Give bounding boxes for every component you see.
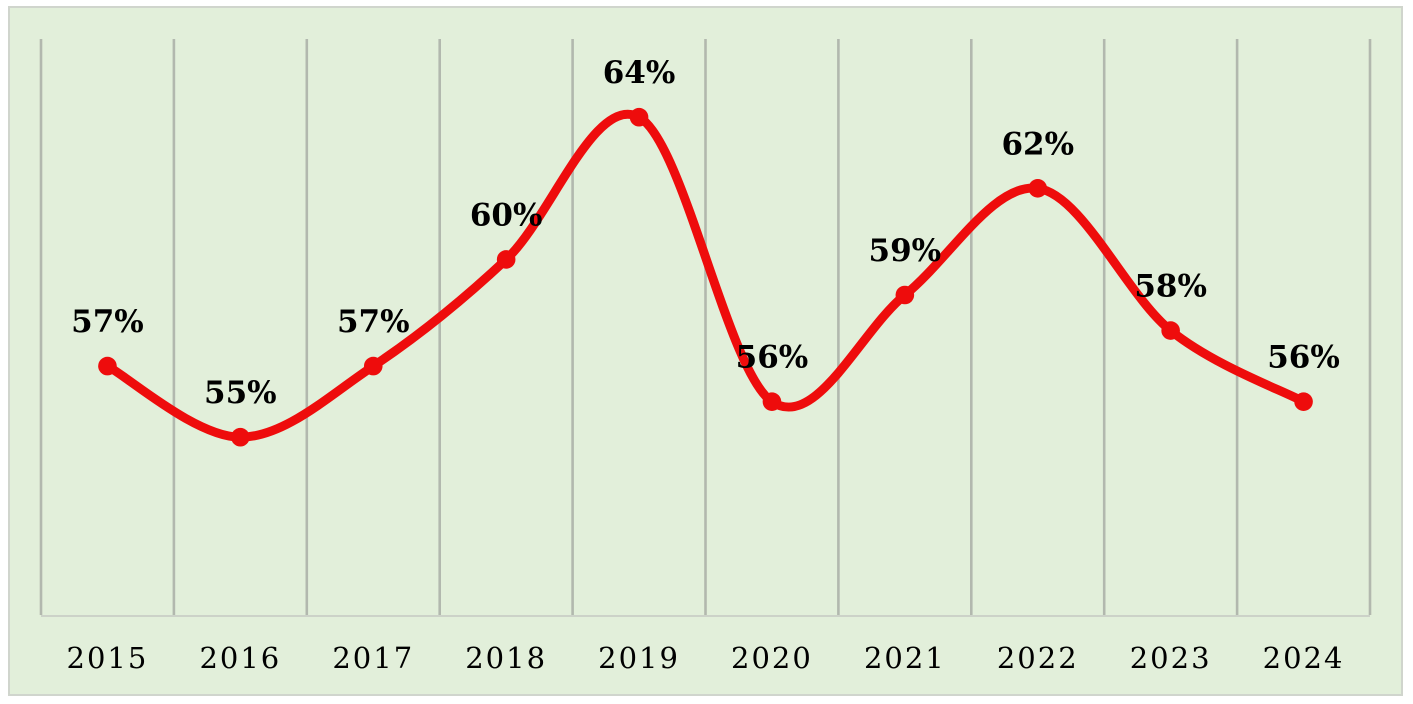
data-label-2015: 57% [71,304,144,340]
data-point-2019 [629,107,649,127]
data-label-2018: 60% [470,197,543,233]
data-label-2021: 59% [869,233,942,269]
data-point-2022 [1028,179,1048,198]
data-point-2021 [895,285,915,305]
x-axis-label-2024: 2024 [1263,641,1345,675]
data-label-2017: 57% [337,304,410,340]
x-axis-label-2019: 2019 [598,641,680,675]
data-label-2016: 55% [204,375,277,411]
data-point-2017 [363,356,383,376]
x-axis-label-2023: 2023 [1130,641,1212,675]
data-point-2020 [762,392,782,411]
data-point-2015 [98,356,117,376]
data-label-2024: 56% [1267,340,1340,376]
data-point-2023 [1161,321,1180,340]
x-axis-label-2018: 2018 [465,641,547,675]
x-axis-label-2015: 2015 [67,641,149,675]
x-axis-label-2016: 2016 [199,641,281,675]
x-axis-label-2020: 2020 [731,641,813,675]
data-label-2020: 56% [736,340,809,376]
x-axis-label-2022: 2022 [997,641,1079,675]
x-axis-label-2021: 2021 [864,641,946,675]
data-label-2019: 64% [603,55,676,91]
data-point-2024 [1294,392,1313,411]
series-line [103,109,1308,442]
data-point-2018 [496,250,516,269]
data-label-2022: 62% [1001,126,1074,162]
data-point-2016 [231,427,250,447]
x-axis-label-2017: 2017 [332,641,414,675]
data-label-2023: 58% [1134,269,1207,305]
